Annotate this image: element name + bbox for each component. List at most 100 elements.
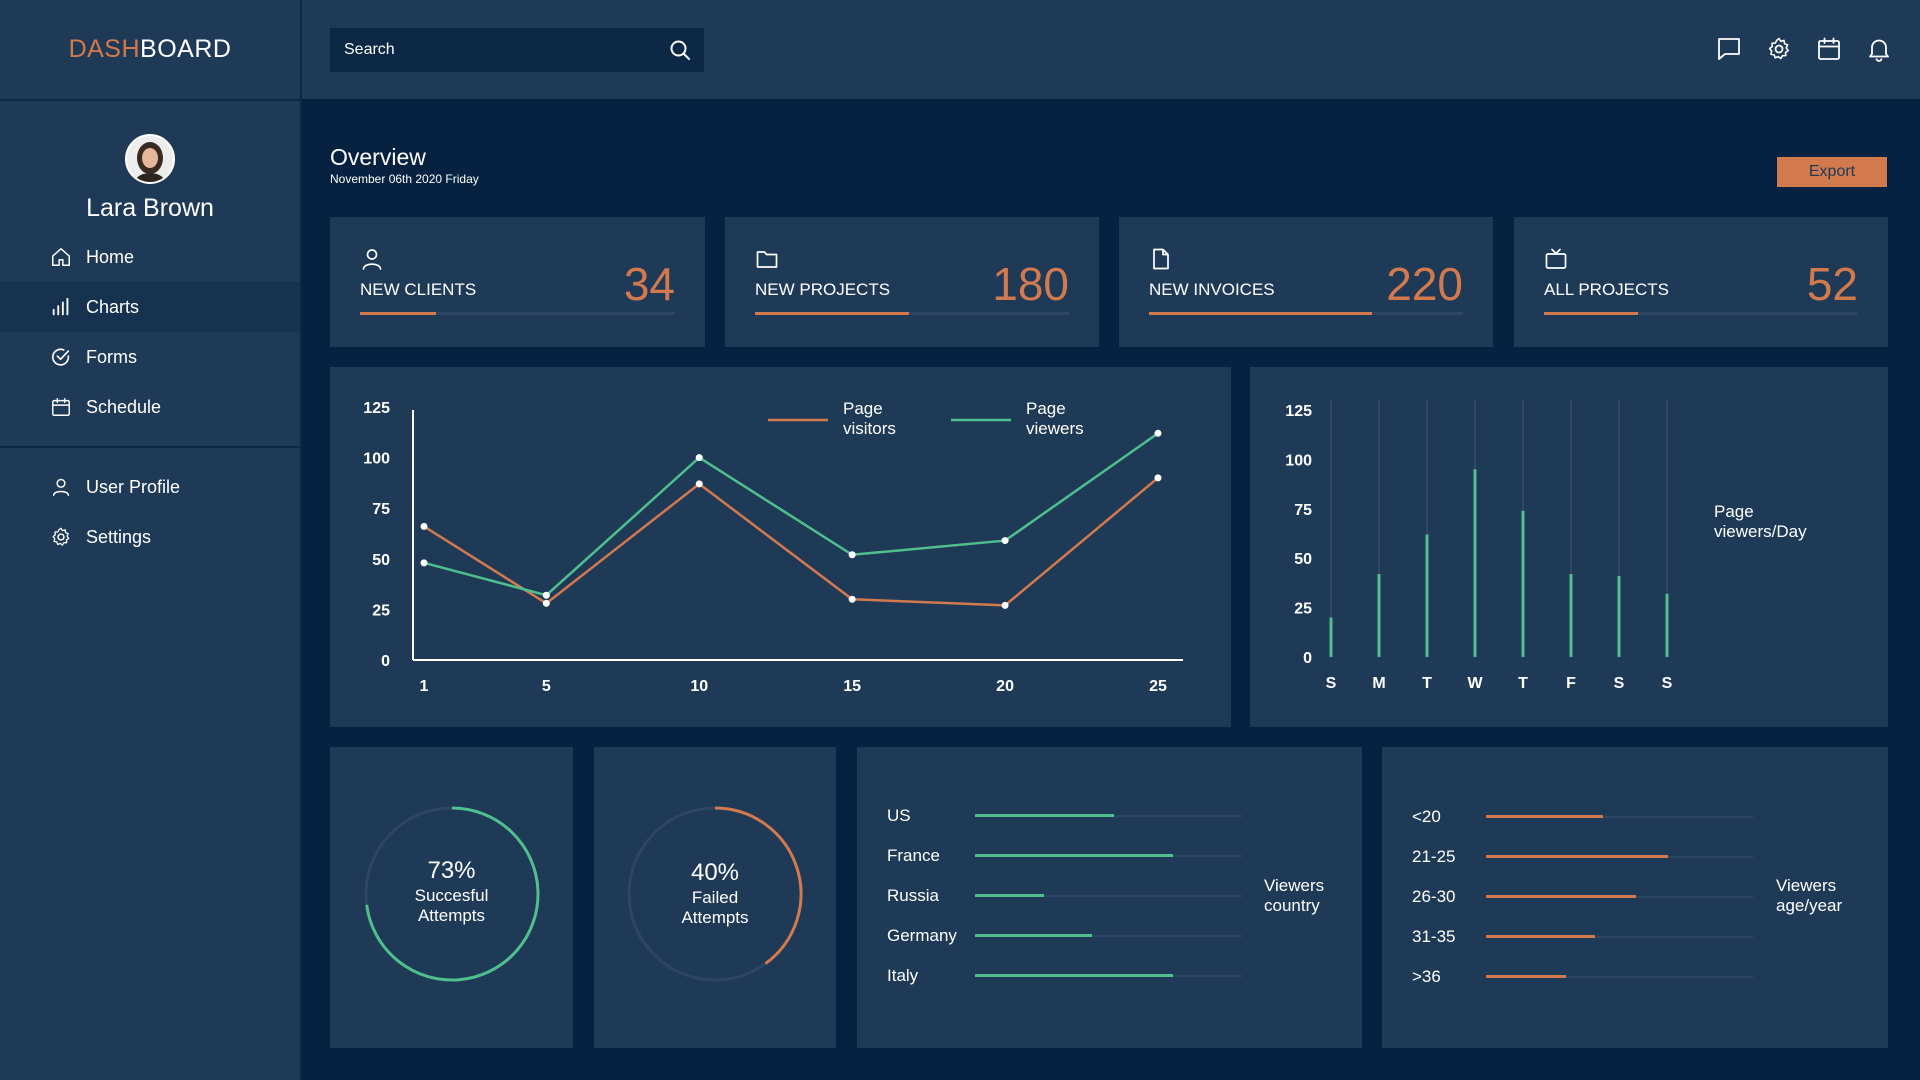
ring-arc bbox=[365, 806, 540, 982]
stat-progress-fill bbox=[1149, 312, 1372, 315]
search-input[interactable] bbox=[342, 40, 668, 60]
ring-caption-line2: Attempts bbox=[417, 906, 486, 925]
nav-item-settings[interactable]: Settings bbox=[0, 512, 300, 562]
age-label-26-30: 26-30 bbox=[1412, 887, 1456, 906]
nav-label-forms: Forms bbox=[86, 346, 137, 367]
folder-icon bbox=[756, 251, 778, 268]
data-point bbox=[420, 559, 428, 567]
brand-logo[interactable]: DASH BOARD bbox=[0, 0, 300, 101]
brand-accent: DASH bbox=[68, 35, 141, 63]
chart-title: Page bbox=[1714, 502, 1754, 521]
success-ring-card: 73% Succesful Attempts bbox=[330, 747, 573, 1048]
nav-item-schedule[interactable]: Schedule bbox=[0, 382, 300, 432]
data-point bbox=[542, 591, 550, 599]
ring-percent: 40% bbox=[690, 859, 740, 886]
country-bar-germany bbox=[975, 934, 1093, 937]
home-icon bbox=[52, 248, 70, 266]
age-bar-track bbox=[1486, 815, 1753, 818]
search-icon[interactable] bbox=[668, 38, 692, 62]
x-tick-label: W bbox=[1467, 675, 1483, 692]
avatar[interactable] bbox=[125, 134, 175, 184]
stat-value: 220 bbox=[1386, 258, 1463, 310]
age-bar-track bbox=[1486, 975, 1753, 978]
chart-title: viewers/Day bbox=[1714, 522, 1807, 541]
stat-value: 52 bbox=[1806, 258, 1858, 310]
ring-arc bbox=[714, 806, 803, 965]
country-bar-track bbox=[975, 974, 1242, 977]
legend-label: viewers bbox=[1026, 419, 1084, 438]
viewers-age-card: <20 21-25 26-30 31-35 >36 Viewers age/ye… bbox=[1382, 747, 1888, 1048]
gear-icon bbox=[52, 527, 70, 546]
ring-percent: 73% bbox=[427, 857, 476, 884]
country-label-us: US bbox=[887, 806, 911, 825]
stat-value: 180 bbox=[992, 258, 1069, 310]
top-bar bbox=[302, 0, 1920, 99]
user-icon bbox=[52, 478, 70, 496]
country-label-italy: Italy bbox=[887, 966, 919, 985]
nav-label-settings: Settings bbox=[86, 526, 152, 547]
sidebar-border bbox=[300, 0, 302, 1080]
x-tick-label: S bbox=[1326, 675, 1337, 692]
ring-caption-line1: Succesful bbox=[414, 886, 489, 905]
secondary-nav: User Profile Settings bbox=[0, 462, 300, 562]
stat-label: ALL PROJECTS bbox=[1544, 280, 1670, 299]
user-icon bbox=[362, 249, 382, 270]
x-tick-label: 20 bbox=[996, 678, 1014, 695]
age-bar-track bbox=[1486, 855, 1753, 858]
age-chart-title-line1: Viewers bbox=[1776, 876, 1837, 895]
y-tick-label: 100 bbox=[1285, 452, 1312, 469]
nav-label-home: Home bbox=[86, 246, 135, 267]
legend-label: Page bbox=[843, 399, 883, 418]
line-chart-card: 0 25 50 75 100 125 1 5 10 15 20 25 Page visitors Page v… bbox=[330, 367, 1231, 727]
tv-icon bbox=[1545, 248, 1567, 269]
country-bar-russia bbox=[975, 894, 1045, 897]
x-tick-label: T bbox=[1422, 675, 1432, 692]
chat-icon[interactable] bbox=[1716, 36, 1742, 62]
top-icon-group bbox=[1716, 36, 1892, 62]
data-point bbox=[1001, 537, 1009, 545]
age-bar-21-25 bbox=[1486, 855, 1668, 858]
stat-card-new-invoices[interactable]: NEW INVOICES 220 bbox=[1119, 217, 1493, 347]
nav-label-user-profile: User Profile bbox=[86, 476, 181, 497]
age-bar-over-36 bbox=[1486, 975, 1567, 978]
viewers-country-card: US France Russia Germany Italy Viewers c… bbox=[857, 747, 1362, 1048]
data-point bbox=[848, 595, 856, 603]
stat-progress-fill bbox=[360, 312, 436, 315]
failed-ring bbox=[627, 806, 803, 982]
nav-item-home[interactable]: Home bbox=[0, 232, 300, 282]
x-tick-label: T bbox=[1518, 675, 1528, 692]
stat-progress-track bbox=[755, 312, 1069, 315]
gear-icon[interactable] bbox=[1766, 36, 1792, 62]
stat-progress-fill bbox=[1544, 312, 1639, 315]
bell-icon[interactable] bbox=[1866, 36, 1892, 62]
age-bar-under-20 bbox=[1486, 815, 1604, 818]
data-point bbox=[1001, 601, 1009, 609]
y-tick-label: 25 bbox=[1294, 601, 1312, 618]
data-point bbox=[848, 551, 856, 559]
y-tick-label: 100 bbox=[363, 451, 390, 468]
stat-card-all-projects[interactable]: ALL PROJECTS 52 bbox=[1514, 217, 1888, 347]
nav-item-charts[interactable]: Charts bbox=[0, 282, 300, 332]
country-chart-title-line1: Viewers bbox=[1264, 876, 1325, 895]
age-label-over-36: >36 bbox=[1412, 967, 1441, 986]
stat-card-new-clients[interactable]: NEW CLIENTS 34 bbox=[330, 217, 705, 347]
stat-label: NEW CLIENTS bbox=[360, 280, 477, 299]
age-bar-track bbox=[1486, 935, 1753, 938]
country-bar-italy bbox=[975, 974, 1173, 977]
country-bar-track bbox=[975, 854, 1242, 857]
y-tick-label: 75 bbox=[372, 501, 390, 518]
stat-card-new-projects[interactable]: NEW PROJECTS 180 bbox=[725, 217, 1099, 347]
country-label-germany: Germany bbox=[887, 926, 957, 945]
legend-label: Page bbox=[1026, 399, 1066, 418]
calendar-icon[interactable] bbox=[1816, 36, 1842, 62]
page-title: Overview bbox=[330, 144, 426, 170]
x-tick-label: F bbox=[1566, 675, 1576, 692]
nav-item-forms[interactable]: Forms bbox=[0, 332, 300, 382]
export-button[interactable]: Export bbox=[1777, 157, 1887, 187]
age-label-21-25: 21-25 bbox=[1412, 847, 1456, 866]
nav-item-user-profile[interactable]: User Profile bbox=[0, 462, 300, 512]
ring-caption-line1: Failed bbox=[691, 888, 739, 907]
y-tick-label: 25 bbox=[372, 602, 390, 619]
series-line bbox=[423, 432, 1159, 597]
